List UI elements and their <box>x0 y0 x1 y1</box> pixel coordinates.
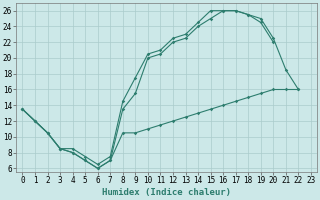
X-axis label: Humidex (Indice chaleur): Humidex (Indice chaleur) <box>102 188 231 197</box>
